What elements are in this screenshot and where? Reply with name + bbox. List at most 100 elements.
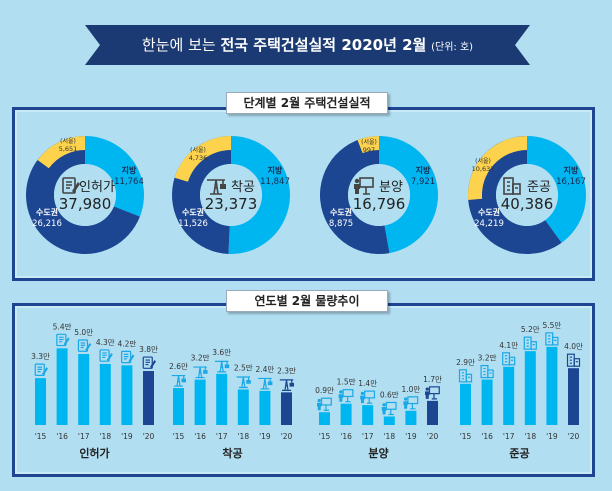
local-value: 11,764 xyxy=(114,177,144,187)
bar xyxy=(194,379,206,425)
permit-document-icon xyxy=(142,356,156,369)
year-tick-label: '17 xyxy=(362,432,374,441)
bar xyxy=(481,379,493,425)
bar-value-label: 5.5만 xyxy=(542,321,561,330)
year-tick-label: '19 xyxy=(546,432,558,441)
stage-panel-label: 단계별 2월 주택건설실적 xyxy=(226,92,388,114)
bar-value-label: 1.7만 xyxy=(423,375,442,384)
bar xyxy=(546,346,558,425)
bar-value-label: 3.2만 xyxy=(478,354,497,363)
slice-local xyxy=(228,136,290,254)
bar-value-label: 1.5만 xyxy=(337,378,356,387)
building-icon xyxy=(545,332,559,346)
bar-value-label: 0.6만 xyxy=(380,390,399,399)
year-tick-label: '17 xyxy=(216,432,228,441)
bar-value-label: 5.4만 xyxy=(53,322,72,331)
crane-icon xyxy=(171,374,186,387)
trend-panel-label: 연도별 2월 물량추이 xyxy=(226,290,388,312)
banner-ribbon xyxy=(85,25,530,65)
building-icon xyxy=(503,177,521,195)
building-icon xyxy=(480,364,494,379)
bar xyxy=(216,373,228,425)
year-tick-label: '20 xyxy=(427,432,439,441)
capital-value: 8,875 xyxy=(329,219,353,229)
bar-value-label: 3.3만 xyxy=(31,352,50,361)
year-tick-label: '15 xyxy=(319,432,331,441)
year-tick-label: '17 xyxy=(78,432,90,441)
title-prefix: 한눈에 보는 xyxy=(141,36,216,54)
bar-value-label: 2.6만 xyxy=(169,362,188,371)
bar xyxy=(78,354,90,425)
permit-document-icon xyxy=(62,177,80,194)
presentation-icon xyxy=(425,386,440,400)
bar-group-준공: 2.9만 '15 3.2만 '16 4.1만 '17 5.2만 '18 5.5만 '19 4.0만 '… xyxy=(456,321,583,460)
local-value: 16,167 xyxy=(556,177,586,187)
bar xyxy=(173,388,184,425)
bar-value-label: 2.9만 xyxy=(456,358,475,367)
local-label: 지방 xyxy=(268,165,283,175)
year-tick-label: '19 xyxy=(259,432,271,441)
presentation-icon xyxy=(354,177,374,195)
year-tick-label: '15 xyxy=(35,432,47,441)
donut-total: 37,980 xyxy=(59,195,112,213)
local-label: 지방 xyxy=(122,165,137,175)
presentation-icon xyxy=(360,390,376,404)
bar xyxy=(524,351,536,425)
year-tick-label: '15 xyxy=(173,432,185,441)
capital-value: 26,216 xyxy=(32,219,62,229)
bar xyxy=(99,363,111,425)
presentation-icon xyxy=(317,397,332,411)
capital-label: 수도권 xyxy=(330,207,352,217)
group-label: 착공 xyxy=(222,446,242,460)
building-icon xyxy=(458,369,473,383)
presentation-icon xyxy=(403,396,419,410)
local-value: 7,921 xyxy=(411,177,435,187)
bar xyxy=(362,405,374,425)
bar-value-label: 1.0만 xyxy=(401,385,420,394)
capital-value: 24,219 xyxy=(474,219,504,229)
slice-local xyxy=(85,136,145,217)
building-icon xyxy=(566,353,581,367)
slice-seoul xyxy=(468,136,527,200)
local-label: 지방 xyxy=(416,165,431,175)
crane-icon xyxy=(193,366,208,379)
year-tick-label: '16 xyxy=(56,432,68,441)
slice-seoul xyxy=(174,136,231,182)
title-unit: (단위: 호) xyxy=(431,42,474,53)
year-tick-label: '20 xyxy=(143,432,155,441)
slice-local xyxy=(527,136,586,243)
bar-value-label: 2.4만 xyxy=(255,365,274,374)
bar-group-인허가: 3.3만 '15 5.4만 '16 5.0만 '17 4.3만 '18 4.2만 '19 3.8만 '… xyxy=(31,322,158,460)
permit-document-icon xyxy=(121,350,135,364)
seoul-label: (서울) xyxy=(60,137,76,145)
permit-document-icon xyxy=(77,339,92,352)
bar xyxy=(427,400,438,425)
bar-value-label: 4.1만 xyxy=(499,341,518,350)
bar-value-label: 5.0만 xyxy=(74,328,93,337)
bar xyxy=(503,366,515,425)
title-main: 전국 주택건설실적 2020년 2월 xyxy=(220,36,427,54)
year-tick-label: '18 xyxy=(99,432,111,441)
bar xyxy=(405,410,417,425)
donut-category-label: 준공 xyxy=(527,180,551,195)
year-tick-label: '16 xyxy=(340,432,352,441)
crane-icon xyxy=(214,360,230,373)
bar-value-label: 0.9만 xyxy=(315,386,334,395)
capital-label: 수도권 xyxy=(182,207,204,217)
capital-value: 11,526 xyxy=(178,219,208,229)
donut-total: 23,373 xyxy=(205,195,258,213)
bar xyxy=(35,378,46,425)
year-tick-label: '20 xyxy=(281,432,293,441)
building-icon xyxy=(502,352,516,366)
donut-category-label: 분양 xyxy=(379,180,403,195)
year-tick-label: '20 xyxy=(568,432,580,441)
seoul-value: 10,637 xyxy=(472,165,495,173)
year-tick-label: '18 xyxy=(524,432,536,441)
bar-group-착공: 2.6만 '15 3.2만 '16 3.6만 '17 2.5만 '18 2.4만 '19 2.3만 '… xyxy=(169,348,296,460)
group-label: 준공 xyxy=(509,447,529,460)
seoul-label: (서울) xyxy=(190,146,206,154)
permit-document-icon xyxy=(99,349,113,362)
